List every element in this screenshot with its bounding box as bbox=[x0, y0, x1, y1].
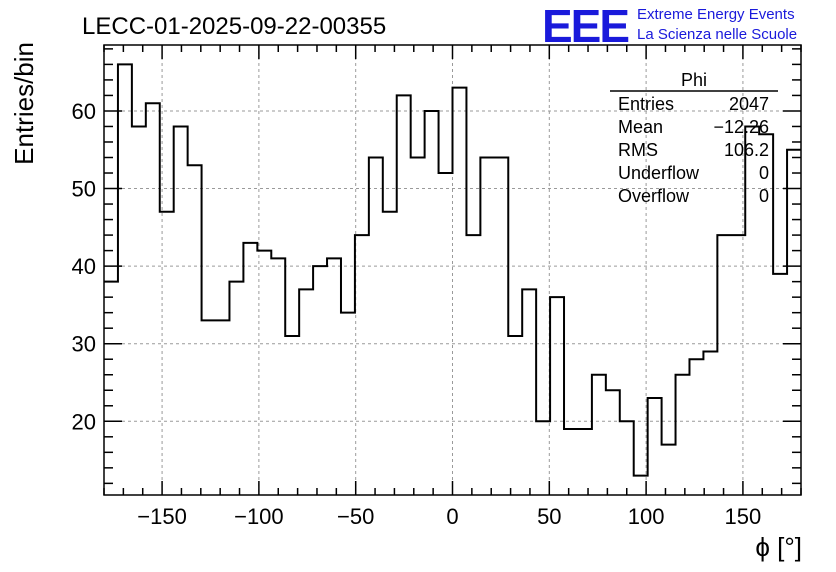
stats-title: Phi bbox=[681, 70, 707, 90]
x-tick-label: −100 bbox=[234, 504, 284, 529]
histogram-outline bbox=[104, 63, 801, 477]
y-tick-label: 20 bbox=[72, 409, 96, 434]
x-tick-label: 50 bbox=[537, 504, 561, 529]
x-tick-label: 100 bbox=[628, 504, 665, 529]
stats-value: 2047 bbox=[729, 94, 769, 114]
stats-label: Mean bbox=[618, 117, 663, 137]
stats-box: Phi Entries 2047 Mean −12.26 RMS 106.2 U… bbox=[610, 70, 778, 206]
x-tick-label: 0 bbox=[446, 504, 458, 529]
logo-line-2: La Scienza nelle Scuole bbox=[637, 26, 797, 43]
run-title: LECC-01-2025-09-22-00355 bbox=[82, 13, 386, 40]
stats-value: 106.2 bbox=[724, 140, 769, 160]
stats-value: −12.26 bbox=[713, 117, 769, 137]
x-tick-label: −50 bbox=[337, 504, 374, 529]
stats-label: Overflow bbox=[618, 186, 690, 206]
eee-logo: EEE Extreme Energy Events La Scienza nel… bbox=[542, 0, 797, 52]
logo-line-1: Extreme Energy Events bbox=[637, 6, 795, 23]
axis-ticks bbox=[103, 45, 802, 495]
x-tick-label: −150 bbox=[137, 504, 187, 529]
stats-label: Entries bbox=[618, 94, 674, 114]
logo-mark: EEE bbox=[542, 0, 628, 52]
stats-value: 0 bbox=[759, 186, 769, 206]
stats-label: Underflow bbox=[618, 163, 700, 183]
y-axis-title: Entries/bin bbox=[9, 42, 39, 165]
x-tick-label: 150 bbox=[725, 504, 762, 529]
stats-value: 0 bbox=[759, 163, 769, 183]
stats-label: RMS bbox=[618, 140, 658, 160]
x-axis-title: ϕ [°] bbox=[755, 532, 802, 562]
y-tick-label: 50 bbox=[72, 177, 96, 202]
y-tick-label: 30 bbox=[72, 332, 96, 357]
y-tick-label: 40 bbox=[72, 254, 96, 279]
y-tick-label: 60 bbox=[72, 99, 96, 124]
